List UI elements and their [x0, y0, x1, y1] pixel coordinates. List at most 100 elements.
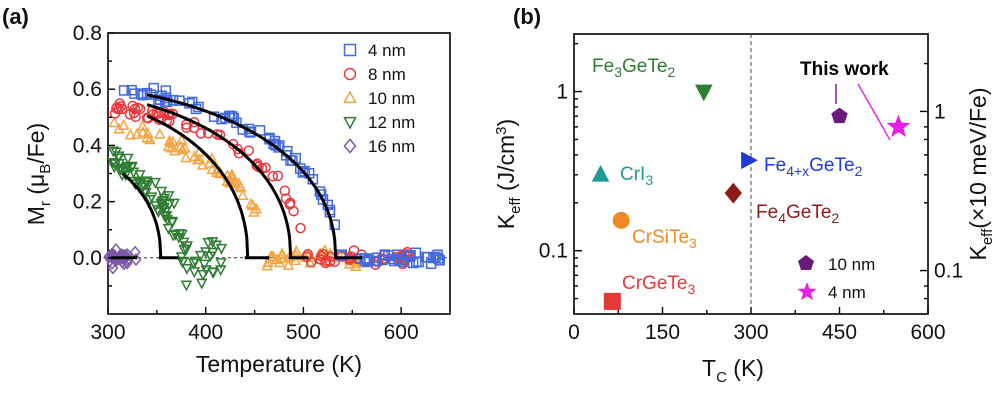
data-point: [107, 146, 120, 158]
data-point: [267, 250, 279, 261]
panel-b-y-tick-label: 0.1: [539, 240, 568, 263]
data-point: [111, 102, 123, 113]
legend-marker-8nm: [343, 67, 357, 81]
legend-marker-4nm: [797, 282, 817, 301]
data-point: [108, 116, 120, 128]
data-point: [398, 256, 410, 268]
data-point: [188, 267, 201, 279]
label-fe3gete2: Fe3GeTe2: [592, 56, 675, 80]
panel-b-x-tick-label: 450: [822, 321, 857, 344]
label-crsite3: CrSiTe3: [632, 227, 697, 251]
data-point: [162, 223, 175, 235]
legend-label-4nm: 4 nm: [828, 283, 866, 302]
panel-b-right-y-axis-title: Keff(×10 meV/Fe): [965, 88, 996, 261]
data-point: [137, 125, 149, 137]
legend-label-16nm: 16 nm: [368, 137, 415, 156]
data-point: [215, 243, 228, 255]
data-point: [149, 177, 162, 189]
data-point: [141, 87, 153, 99]
data-point: [122, 153, 134, 165]
panel-a-fit-curves: [110, 93, 363, 260]
panel-a-y-tick-label: 0.0: [73, 247, 102, 270]
data-point: [121, 248, 133, 262]
panel-b-ticks: 0 150 300 450 600 0.1 1 0.1 1: [539, 42, 963, 344]
data-point: [363, 254, 375, 266]
data-point: [290, 245, 303, 256]
data-point: [141, 176, 153, 188]
data-point: [324, 256, 336, 267]
legend-marker-4nm: [343, 43, 357, 57]
data-point: [178, 244, 190, 256]
data-point: [136, 119, 149, 131]
data-point: [235, 181, 247, 193]
data-point: [189, 256, 201, 268]
fit-curve: [146, 114, 250, 258]
point-this-work-4-nm: [886, 114, 911, 137]
data-point: [273, 256, 286, 268]
data-point: [118, 248, 130, 262]
data-point: [295, 222, 306, 234]
data-point: [135, 182, 148, 194]
data-point: [196, 158, 209, 170]
data-point: [110, 147, 122, 159]
data-point: [132, 176, 145, 188]
data-point: [193, 153, 206, 165]
data-point: [159, 211, 171, 223]
panel-a-legend: 4 nm 8 nm 10 nm 12 nm 16 nm: [343, 41, 415, 156]
data-point: [320, 257, 331, 269]
data-point: [129, 88, 140, 99]
data-point: [206, 267, 219, 279]
legend-label-4nm: 4 nm: [368, 41, 406, 60]
point-fe4-xgete2: [741, 151, 758, 170]
label-this-work: This work: [800, 59, 889, 80]
point-crsite3: [612, 211, 630, 229]
panel-b-x-tick-label: 0: [568, 321, 580, 344]
label-fe4xgete2: Fe4+xGeTe2: [764, 155, 863, 179]
panel-b-data: [591, 84, 911, 310]
fit-curve: [146, 103, 293, 258]
point-fe4gete2: [724, 182, 742, 204]
panel-a-y-tick-label: 0.2: [73, 191, 102, 214]
data-point: [144, 133, 156, 145]
data-point: [179, 141, 191, 153]
panel-a-y-tick-label: 0.8: [73, 22, 102, 45]
point-fe3gete2: [694, 84, 713, 102]
data-point: [145, 192, 158, 204]
legend-marker-10nm: [343, 90, 357, 104]
panel-a: 300 400 500 600 0.0 0.2 0.4 0.6 0.8 4 nm 8 nm 10 n…: [23, 22, 451, 377]
panel-a-label: (a): [2, 4, 29, 29]
panel-b-x-tick-label: 300: [733, 321, 768, 344]
data-point: [245, 197, 257, 209]
data-point: [410, 247, 422, 259]
panel-b-x-tick-label: 150: [645, 321, 680, 344]
data-point: [267, 171, 279, 182]
data-point: [421, 251, 432, 263]
fit-curve: [146, 93, 338, 258]
panel-b-label: (b): [513, 4, 541, 29]
this-work-pointer-4nm: [857, 83, 891, 141]
point-crgete3: [603, 292, 621, 310]
data-point: [176, 229, 188, 241]
data-point: [204, 251, 217, 263]
panel-b: 0 150 300 450 600 0.1 1 0.1 1 Fe3GeTe2 CrI3 CrSi…: [493, 33, 996, 386]
data-point: [160, 85, 172, 96]
panel-a-x-tick-label: 300: [90, 321, 125, 344]
data-point: [194, 250, 207, 262]
data-point: [176, 257, 189, 269]
legend-marker-10nm: [798, 255, 814, 270]
data-point: [434, 255, 445, 266]
panel-a-y-tick-label: 0.4: [73, 134, 103, 157]
data-point: [165, 141, 178, 153]
data-point: [248, 205, 260, 217]
data-point: [197, 270, 209, 281]
data-point: [388, 253, 399, 265]
data-point: [195, 278, 208, 290]
data-point: [276, 247, 289, 259]
panel-b-right-y-tick-label: 0.1: [934, 260, 963, 283]
data-point: [188, 150, 201, 162]
data-point: [140, 187, 152, 199]
legend-label-10nm: 10 nm: [368, 89, 415, 108]
legend-label-10nm: 10 nm: [828, 255, 875, 274]
data-point: [280, 193, 292, 204]
